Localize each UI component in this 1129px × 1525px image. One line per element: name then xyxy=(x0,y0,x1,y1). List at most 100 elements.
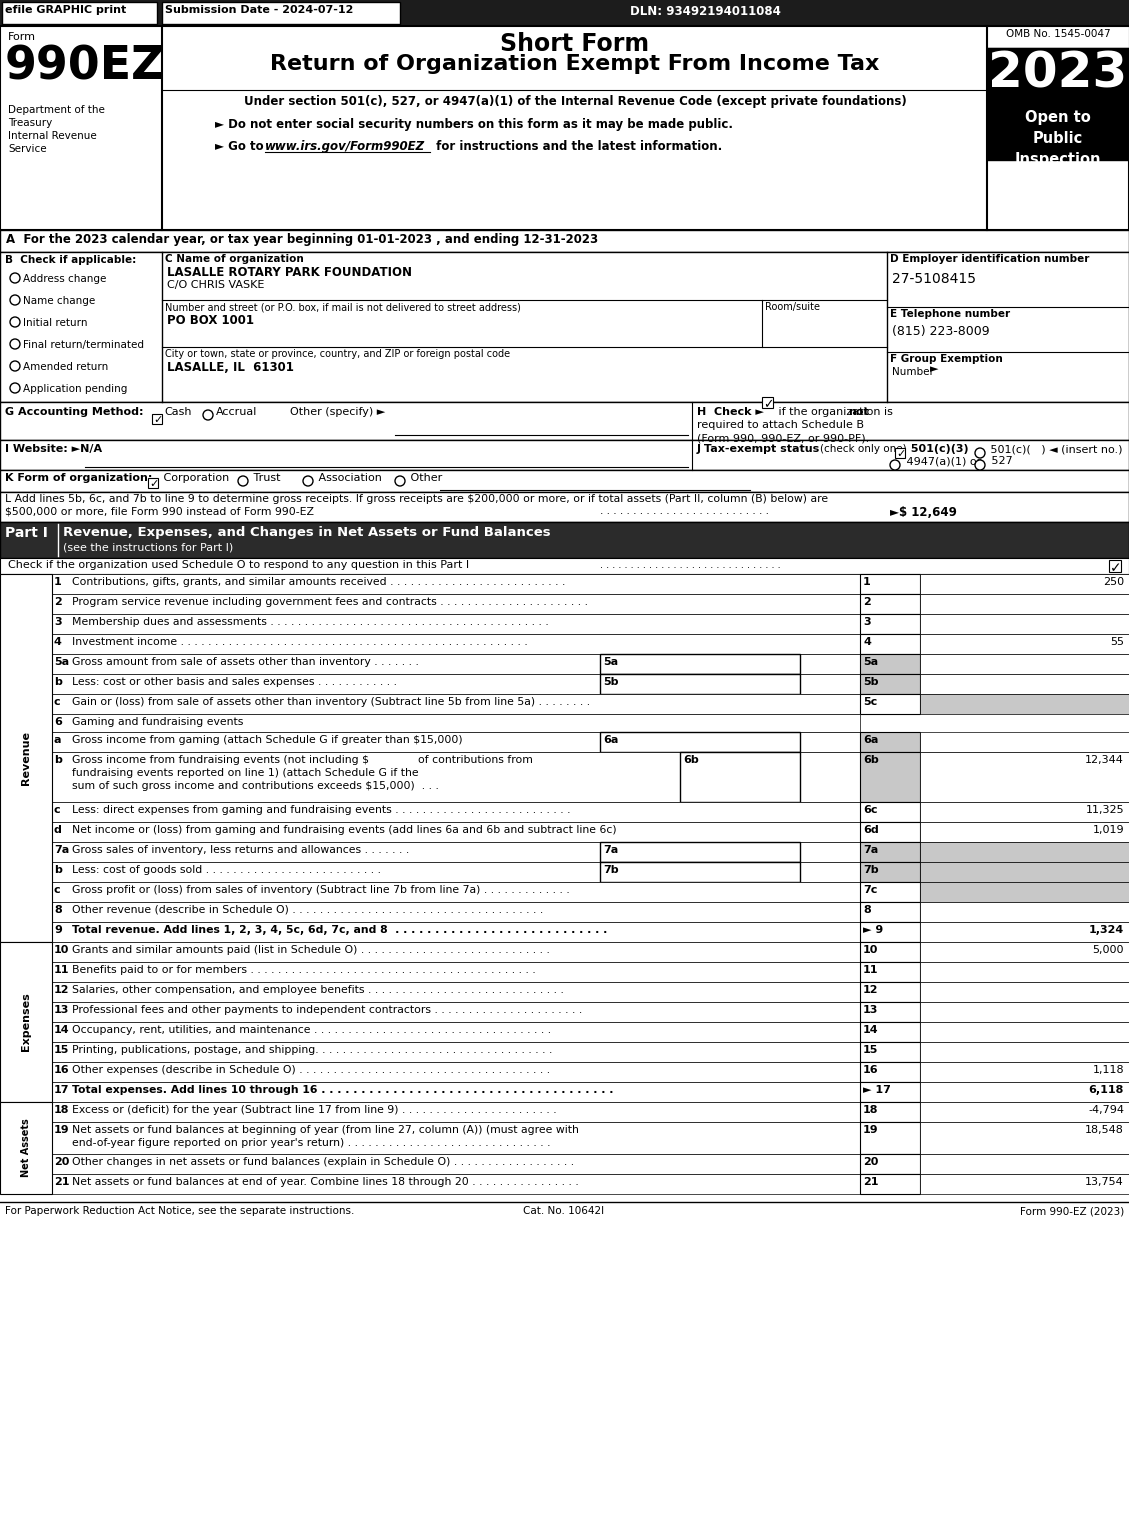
Text: Gaming and fundraising events: Gaming and fundraising events xyxy=(72,717,244,727)
Text: 15: 15 xyxy=(54,1045,69,1055)
Text: Cat. No. 10642I: Cat. No. 10642I xyxy=(524,1206,604,1215)
Bar xyxy=(920,923,1129,942)
Text: Gross income from fundraising events (not including $              of contributi: Gross income from fundraising events (no… xyxy=(72,755,533,766)
Bar xyxy=(860,881,920,901)
Bar xyxy=(860,901,920,923)
Text: 6: 6 xyxy=(54,717,62,727)
Bar xyxy=(860,822,920,842)
Text: Gross sales of inventory, less returns and allowances . . . . . . .: Gross sales of inventory, less returns a… xyxy=(72,845,409,856)
Text: Return of Organization Exempt From Income Tax: Return of Organization Exempt From Incom… xyxy=(270,53,879,75)
Bar xyxy=(920,901,1129,923)
Text: 501(c)(3): 501(c)(3) xyxy=(907,444,969,454)
Text: Form: Form xyxy=(8,32,36,43)
Text: 4: 4 xyxy=(54,637,62,647)
Text: Name change: Name change xyxy=(23,296,95,307)
Text: 10: 10 xyxy=(863,946,878,955)
Bar xyxy=(0,441,1129,470)
Bar xyxy=(52,862,860,881)
Text: Check if the organization used Schedule O to respond to any question in this Par: Check if the organization used Schedule … xyxy=(8,560,470,570)
Text: 6c: 6c xyxy=(863,805,877,814)
Bar xyxy=(920,694,1129,714)
Circle shape xyxy=(203,410,213,419)
Bar xyxy=(52,802,860,822)
Text: Other revenue (describe in Schedule O) . . . . . . . . . . . . . . . . . . . . .: Other revenue (describe in Schedule O) .… xyxy=(72,904,543,915)
Text: Other: Other xyxy=(406,473,443,483)
Bar xyxy=(52,674,860,694)
Bar xyxy=(0,0,1129,26)
Circle shape xyxy=(10,383,20,393)
Bar xyxy=(52,1002,860,1022)
Bar xyxy=(599,674,800,694)
Bar xyxy=(52,1022,860,1042)
Text: required to attach Schedule B
(Form 990, 990-EZ, or 990-PF).: required to attach Schedule B (Form 990,… xyxy=(697,419,869,444)
Text: 7b: 7b xyxy=(603,865,619,875)
Text: Revenue: Revenue xyxy=(21,730,30,785)
Bar xyxy=(599,732,800,752)
Text: b: b xyxy=(54,755,62,766)
Text: 6a: 6a xyxy=(603,735,619,746)
Bar xyxy=(920,881,1129,901)
Bar xyxy=(52,923,860,942)
Text: c: c xyxy=(54,805,61,814)
Text: 2023: 2023 xyxy=(988,50,1128,98)
Bar xyxy=(148,477,158,488)
Text: Revenue, Expenses, and Changes in Net Assets or Fund Balances: Revenue, Expenses, and Changes in Net As… xyxy=(63,526,551,538)
Text: Net assets or fund balances at end of year. Combine lines 18 through 20 . . . . : Net assets or fund balances at end of ye… xyxy=(72,1177,579,1186)
Bar xyxy=(52,942,860,962)
Text: 9: 9 xyxy=(54,926,62,935)
Text: 14: 14 xyxy=(54,1025,70,1035)
Text: 13: 13 xyxy=(863,1005,878,1016)
Circle shape xyxy=(890,461,900,470)
Bar xyxy=(920,942,1129,962)
Bar xyxy=(2,2,157,24)
Text: 21: 21 xyxy=(54,1177,70,1186)
Bar xyxy=(152,413,161,424)
Bar xyxy=(1109,560,1121,572)
Text: 4: 4 xyxy=(863,637,870,647)
Text: 11: 11 xyxy=(54,965,70,974)
Text: 11,325: 11,325 xyxy=(1085,805,1124,814)
Text: 15: 15 xyxy=(863,1045,878,1055)
Bar xyxy=(920,1042,1129,1061)
Text: Initial return: Initial return xyxy=(23,319,88,328)
Text: 5b: 5b xyxy=(603,677,619,686)
Bar xyxy=(0,470,1129,493)
Text: Total expenses. Add lines 10 through 16 . . . . . . . . . . . . . . . . . . . . : Total expenses. Add lines 10 through 16 … xyxy=(72,1084,613,1095)
Bar xyxy=(0,573,52,942)
Bar xyxy=(860,1002,920,1022)
Text: Treasury: Treasury xyxy=(8,117,52,128)
Bar xyxy=(860,1061,920,1083)
Circle shape xyxy=(395,476,405,486)
Bar xyxy=(599,862,800,881)
Text: Final return/terminated: Final return/terminated xyxy=(23,340,145,351)
Text: 10: 10 xyxy=(54,946,69,955)
Text: Less: direct expenses from gaming and fundraising events . . . . . . . . . . . .: Less: direct expenses from gaming and fu… xyxy=(72,805,570,814)
Bar xyxy=(680,752,800,802)
Bar xyxy=(762,396,773,409)
Bar xyxy=(920,1083,1129,1103)
Bar xyxy=(920,962,1129,982)
Text: LASALLE ROTARY PARK FOUNDATION: LASALLE ROTARY PARK FOUNDATION xyxy=(167,265,412,279)
Bar xyxy=(920,732,1129,752)
Text: PO BOX 1001: PO BOX 1001 xyxy=(167,314,254,326)
Text: 5a: 5a xyxy=(54,657,69,666)
Bar xyxy=(920,654,1129,674)
Text: www.irs.gov/Form990EZ: www.irs.gov/Form990EZ xyxy=(265,140,426,153)
Text: -4,794: -4,794 xyxy=(1088,1106,1124,1115)
Text: for instructions and the latest information.: for instructions and the latest informat… xyxy=(432,140,723,153)
Bar xyxy=(161,2,400,24)
Bar xyxy=(52,573,860,595)
Text: Open to
Public
Inspection: Open to Public Inspection xyxy=(1015,110,1101,168)
Text: ► 17: ► 17 xyxy=(863,1084,891,1095)
Bar xyxy=(860,982,920,1002)
Text: . . . . . . . . . . . . . . . . . . . . . . . . . .: . . . . . . . . . . . . . . . . . . . . … xyxy=(599,506,769,515)
Text: ► 9: ► 9 xyxy=(863,926,883,935)
Bar xyxy=(52,962,860,982)
Text: Gross income from gaming (attach Schedule G if greater than $15,000): Gross income from gaming (attach Schedul… xyxy=(72,735,463,746)
Text: Printing, publications, postage, and shipping. . . . . . . . . . . . . . . . . .: Printing, publications, postage, and shi… xyxy=(72,1045,552,1055)
Bar xyxy=(52,842,860,862)
Text: Cash: Cash xyxy=(164,407,192,416)
Text: DLN: 93492194011084: DLN: 93492194011084 xyxy=(630,5,781,18)
Text: K Form of organization:: K Form of organization: xyxy=(5,473,152,483)
Text: 11: 11 xyxy=(863,965,878,974)
